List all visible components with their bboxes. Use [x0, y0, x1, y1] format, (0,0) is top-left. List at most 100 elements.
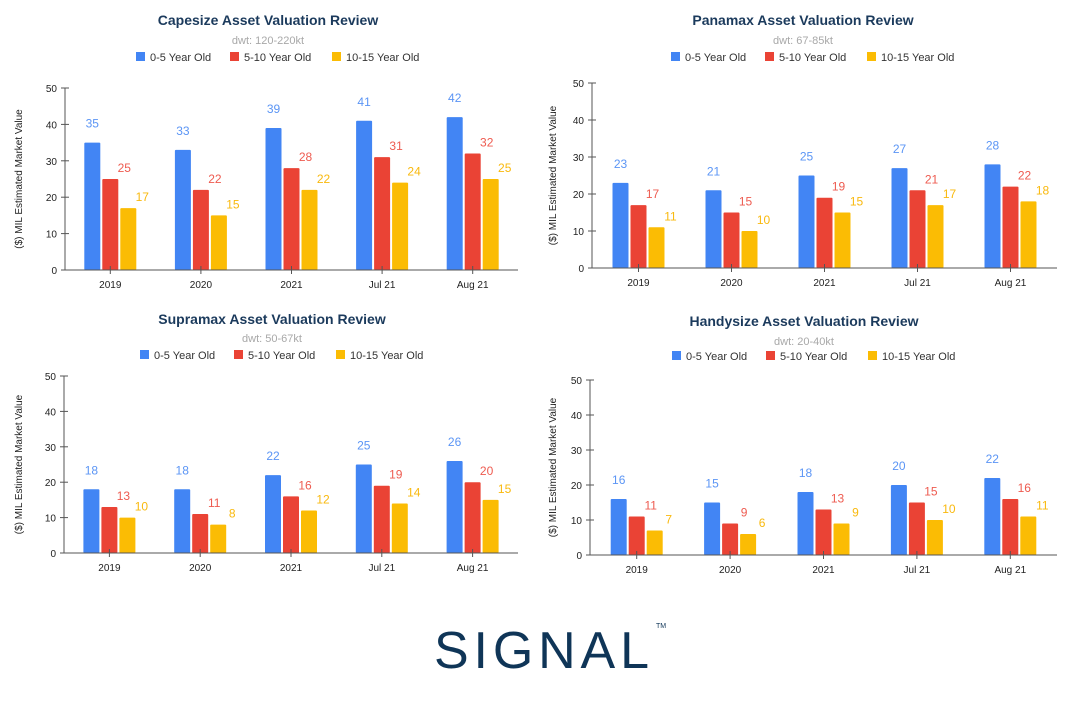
legend-swatch — [230, 52, 239, 61]
data-label: 25 — [498, 161, 512, 175]
bar — [192, 514, 209, 553]
legend-swatch — [766, 351, 775, 360]
bar — [1020, 201, 1037, 268]
signal-logo: SIGNAL TM — [434, 622, 666, 680]
data-label: 11 — [1036, 499, 1049, 513]
data-label: 31 — [389, 139, 403, 153]
x-tick-label: Aug 21 — [995, 278, 1027, 289]
bar — [984, 478, 1001, 555]
data-label: 17 — [943, 187, 957, 201]
bar — [446, 117, 463, 271]
bar — [356, 120, 373, 270]
category-group: 18 13 9 2021 — [797, 466, 859, 576]
data-label: 9 — [852, 506, 859, 520]
chart-handysize: Handysize Asset Valuation Review dwt: 20-… — [548, 313, 1057, 576]
data-label: 23 — [614, 157, 628, 171]
y-tick-label: 20 — [46, 193, 58, 204]
data-label: 6 — [759, 516, 766, 530]
data-label: 7 — [665, 513, 672, 527]
x-tick-label: 2020 — [189, 563, 212, 574]
data-label: 24 — [407, 165, 421, 179]
legend-label: 5-10 Year Old — [244, 52, 311, 64]
data-label: 22 — [208, 172, 222, 186]
data-label: 15 — [739, 195, 753, 209]
bar — [301, 510, 317, 553]
bar — [119, 517, 136, 553]
bar — [927, 205, 944, 268]
x-tick-label: 2019 — [627, 278, 650, 289]
bar — [909, 190, 926, 268]
data-label: 18 — [176, 463, 190, 477]
chart-panamax: Panamax Asset Valuation Review dwt: 67-85… — [548, 12, 1057, 289]
category-group: 21 15 10 2020 — [705, 164, 771, 289]
y-tick-label: 40 — [45, 407, 57, 418]
x-tick-label: Jul 21 — [369, 280, 396, 291]
legend-item: 5-10 Year Old — [765, 52, 846, 64]
x-tick-label: 2019 — [626, 565, 649, 576]
data-label: 22 — [317, 172, 331, 186]
bar — [834, 212, 851, 268]
data-label: 18 — [85, 463, 99, 477]
chart-title: Capesize Asset Valuation Review — [158, 12, 379, 28]
category-group: 33 22 15 2020 — [174, 124, 240, 291]
bar — [192, 189, 209, 270]
legend-label: 0-5 Year Old — [686, 351, 747, 363]
y-tick-label: 40 — [573, 116, 585, 127]
bar — [482, 179, 499, 270]
bar — [120, 208, 137, 270]
data-label: 15 — [226, 197, 240, 211]
legend-label: 10-15 Year Old — [346, 52, 419, 64]
data-label: 15 — [498, 482, 512, 496]
bar — [646, 530, 663, 555]
category-group: 16 11 7 2019 — [610, 473, 672, 576]
data-label: 10 — [942, 502, 956, 516]
data-label: 22 — [986, 452, 1000, 466]
x-tick-label: 2021 — [813, 278, 836, 289]
data-label: 21 — [925, 172, 939, 186]
legend-swatch — [868, 351, 877, 360]
bar — [815, 509, 832, 555]
category-group: 22 16 11 Aug 21 — [984, 452, 1049, 576]
x-tick-label: Jul 21 — [904, 565, 931, 576]
data-label: 25 — [800, 150, 814, 164]
y-tick-label: 50 — [571, 376, 583, 387]
data-label: 33 — [176, 124, 190, 138]
data-label: 11 — [664, 209, 677, 223]
data-label: 25 — [118, 161, 132, 175]
y-tick-label: 10 — [46, 230, 58, 241]
data-label: 18 — [799, 466, 813, 480]
y-tick-label: 30 — [46, 157, 58, 168]
legend-item: 10-15 Year Old — [336, 350, 423, 362]
x-tick-label: Jul 21 — [904, 278, 931, 289]
data-label: 10 — [757, 213, 771, 227]
legend-item: 5-10 Year Old — [234, 350, 315, 362]
bar — [301, 189, 318, 270]
category-group: 42 32 25 Aug 21 — [446, 91, 512, 291]
y-tick-label: 40 — [46, 120, 58, 131]
legend-item: 0-5 Year Old — [672, 351, 747, 363]
y-tick-label: 10 — [571, 516, 583, 527]
data-label: 13 — [831, 492, 845, 506]
y-tick-label: 0 — [50, 549, 56, 560]
legend-label: 10-15 Year Old — [881, 52, 954, 64]
bar — [283, 168, 300, 270]
y-tick-label: 50 — [46, 84, 58, 95]
data-label: 27 — [893, 142, 907, 156]
category-group: 15 96 2020 — [704, 477, 766, 576]
logo-text: SIGNAL — [434, 622, 649, 680]
legend-item: 0-5 Year Old — [136, 52, 211, 64]
data-label: 26 — [448, 435, 462, 449]
y-tick-label: 30 — [573, 153, 585, 164]
category-group: 26 20 15 Aug 21 — [446, 435, 512, 574]
data-label: 17 — [646, 187, 660, 201]
data-label: 18 — [1036, 183, 1050, 197]
bar — [610, 499, 627, 555]
data-label: 20 — [480, 464, 494, 478]
x-tick-label: 2020 — [719, 565, 742, 576]
legend-swatch — [234, 350, 243, 359]
data-label: 22 — [266, 449, 280, 463]
x-tick-label: Aug 21 — [457, 563, 489, 574]
x-tick-label: 2020 — [720, 278, 743, 289]
y-axis-label: ($) MIL Estimated Market Value — [14, 109, 25, 249]
